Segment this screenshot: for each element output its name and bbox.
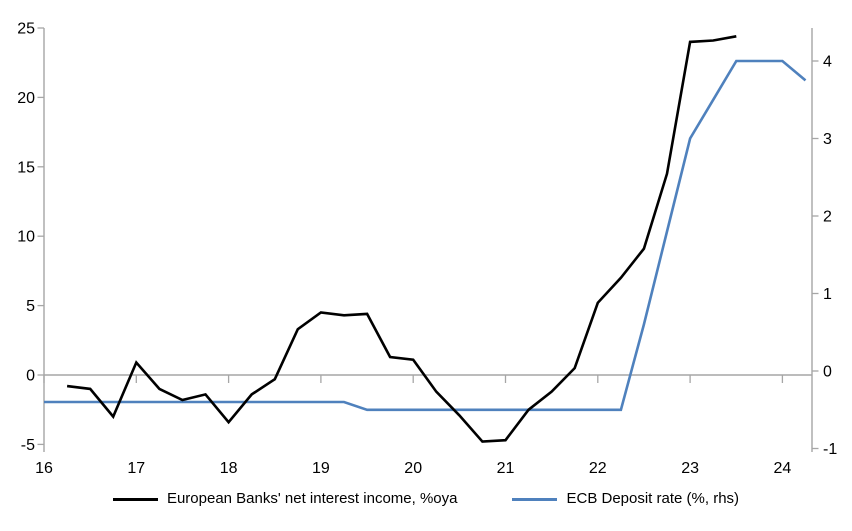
legend-item-nii: European Banks' net interest income, %oy… xyxy=(112,488,458,510)
legend-label-ecb: ECB Deposit rate (%, rhs) xyxy=(566,490,740,507)
left-tick-label: 20 xyxy=(17,90,35,107)
left-tick-label: -5 xyxy=(21,437,35,454)
nii-line-sample-icon xyxy=(112,497,158,501)
x-tick-label: 16 xyxy=(35,460,53,477)
right-tick-label: 3 xyxy=(823,131,832,148)
series-ecb-line xyxy=(44,59,807,412)
series-nii-line xyxy=(66,35,737,443)
legend-item-ecb: ECB Deposit rate (%, rhs) xyxy=(512,488,739,510)
left-tick-label: 10 xyxy=(17,229,35,246)
right-axis: 4 3 2 1 0 -1 xyxy=(811,28,837,458)
x-tick-label: 20 xyxy=(404,460,422,477)
x-tick-label: 23 xyxy=(681,460,699,477)
right-tick-label: 4 xyxy=(823,54,832,71)
legend: European Banks' net interest income, %oy… xyxy=(0,488,852,510)
ecb-line-sample-icon xyxy=(512,497,558,501)
legend-label-nii: European Banks' net interest income, %oy… xyxy=(166,490,458,507)
x-tick-label: 22 xyxy=(589,460,607,477)
left-tick-label: 0 xyxy=(26,368,35,385)
left-axis: 25 20 15 10 5 0 -5 xyxy=(17,21,45,454)
right-tick-label: 1 xyxy=(823,286,832,303)
left-tick-label: 5 xyxy=(26,298,35,315)
x-tick-label: 24 xyxy=(774,460,792,477)
x-tick-label: 21 xyxy=(497,460,515,477)
x-tick-label: 19 xyxy=(312,460,330,477)
left-tick-label: 25 xyxy=(17,21,35,38)
x-tick-label: 17 xyxy=(127,460,145,477)
x-axis: 16 17 18 19 20 21 22 23 24 xyxy=(35,374,812,477)
right-tick-label: 2 xyxy=(823,209,832,226)
left-tick-label: 15 xyxy=(17,159,35,176)
x-tick-label: 18 xyxy=(220,460,238,477)
right-tick-label: 0 xyxy=(823,364,832,381)
right-tick-label: -1 xyxy=(823,441,837,458)
